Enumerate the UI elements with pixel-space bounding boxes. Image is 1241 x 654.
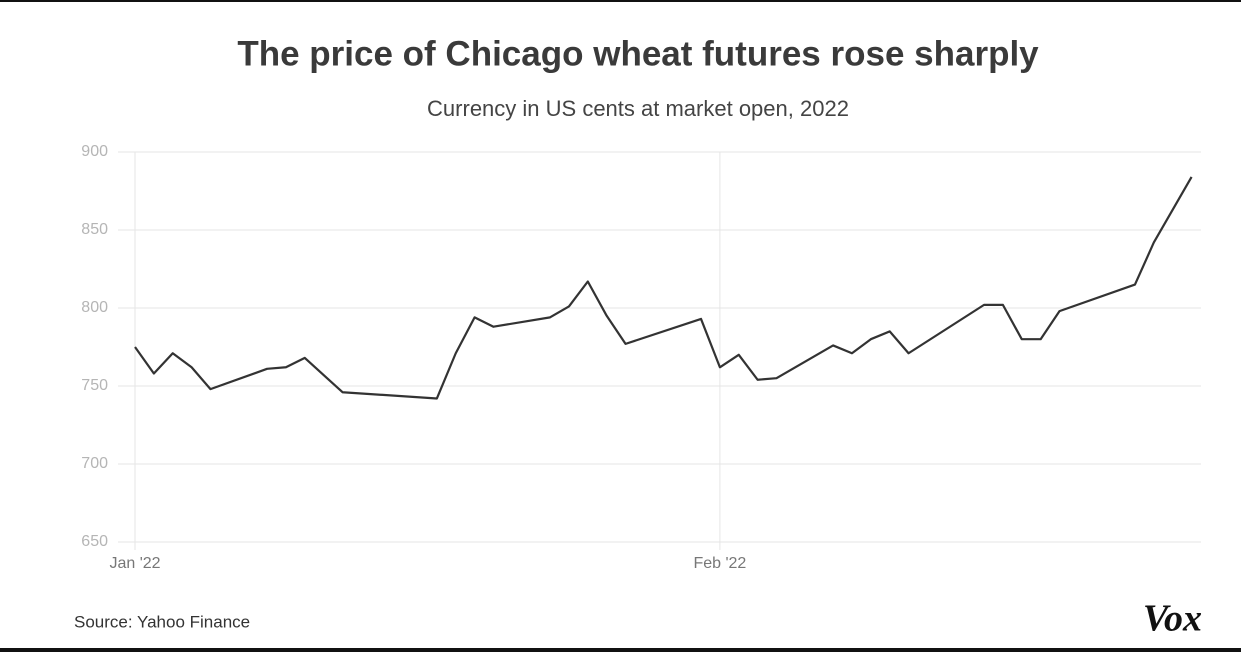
y-tick-label: 750 [81, 377, 108, 394]
y-tick-label: 700 [81, 455, 108, 472]
y-tick-label: 800 [81, 299, 108, 316]
x-tick-label: Jan '22 [109, 555, 160, 572]
x-tick-label: Feb '22 [693, 555, 746, 572]
y-tick-label: 850 [81, 221, 108, 238]
chart-subtitle: Currency in US cents at market open, 202… [427, 96, 849, 121]
y-tick-label: 900 [81, 143, 108, 160]
y-tick-label: 650 [81, 533, 108, 550]
price-line [134, 176, 1193, 400]
chart-title: The price of Chicago wheat futures rose … [237, 34, 1039, 73]
top-border [0, 0, 1241, 2]
logo: Vox [1143, 598, 1202, 640]
bottom-border [0, 648, 1241, 652]
source: Source: Yahoo Finance [74, 612, 250, 631]
